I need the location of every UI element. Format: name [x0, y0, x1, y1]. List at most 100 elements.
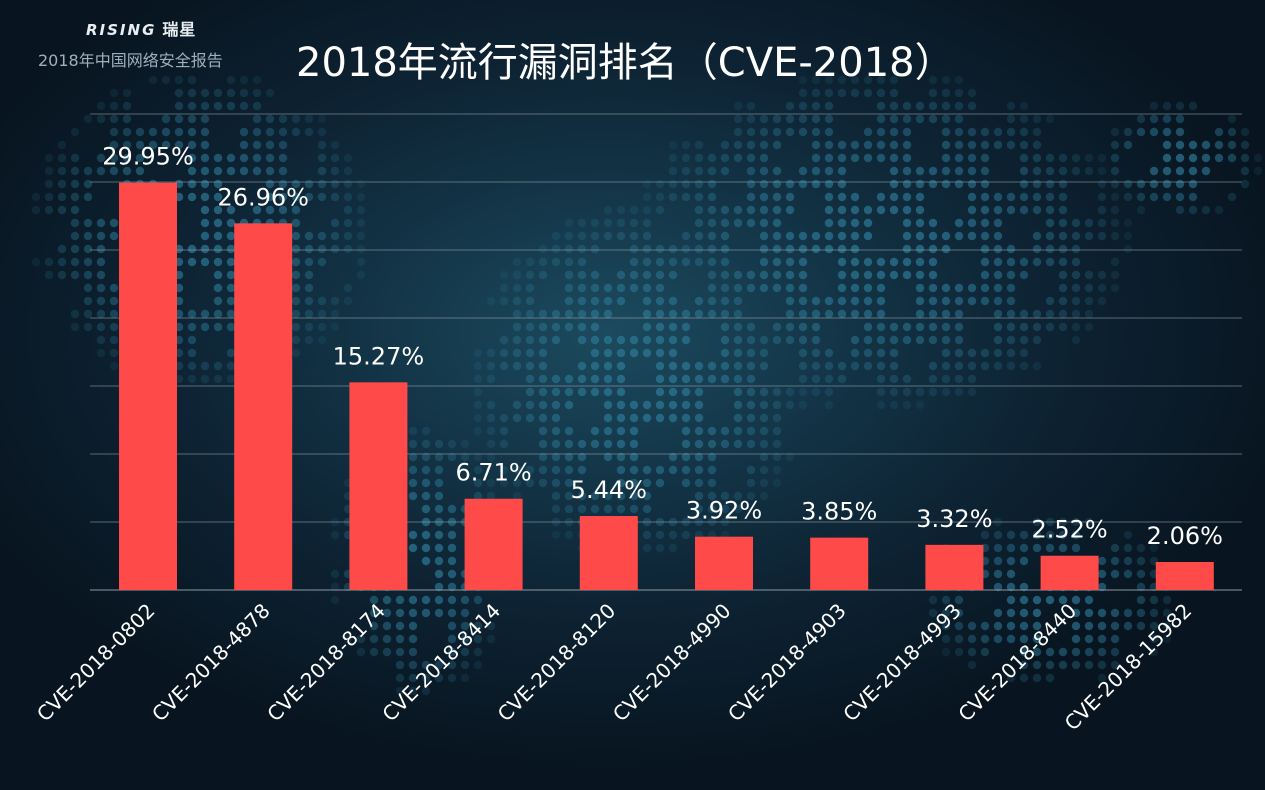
map-dot — [954, 608, 964, 618]
map-dot — [603, 504, 613, 514]
map-dot — [525, 374, 535, 384]
map-dot — [824, 296, 834, 306]
map-dot — [941, 634, 951, 644]
map-dot — [733, 491, 743, 501]
map-dot — [694, 257, 704, 267]
map-dot — [421, 478, 431, 488]
map-dot — [980, 192, 990, 202]
map-dot — [1032, 361, 1042, 371]
map-dot — [889, 361, 899, 371]
map-dot — [837, 192, 847, 202]
map-dot — [1006, 244, 1016, 254]
map-dot — [57, 244, 67, 254]
map-dot — [330, 569, 340, 579]
map-dot — [499, 335, 509, 345]
map-dot — [655, 335, 665, 345]
map-dot — [564, 231, 574, 241]
map-dot — [1045, 647, 1055, 657]
map-dot — [876, 127, 886, 137]
map-dot — [629, 413, 639, 423]
map-dot — [525, 257, 535, 267]
map-dot — [863, 283, 873, 293]
map-dot — [135, 153, 145, 163]
chart-data-labels: 29.95% 26.96% 15.27% 6.71% 5.44% 3.92% 3.85% 3.… — [102, 143, 1223, 550]
bar — [695, 536, 753, 590]
map-dot — [330, 582, 340, 592]
map-dot — [1006, 270, 1016, 280]
map-dot — [772, 283, 782, 293]
map-dot — [759, 270, 769, 280]
map-dot — [1097, 205, 1107, 215]
map-dot — [785, 114, 795, 124]
map-dot — [889, 387, 899, 397]
map-dot — [174, 114, 184, 124]
map-dot — [993, 244, 1003, 254]
map-dot — [44, 153, 54, 163]
map-dot — [1019, 192, 1029, 202]
map-dot — [668, 348, 678, 358]
map-dot — [1045, 166, 1055, 176]
map-dot — [642, 218, 652, 228]
map-dot — [148, 127, 158, 137]
map-dot — [746, 491, 756, 501]
map-dot — [187, 322, 197, 332]
map-dot — [1071, 595, 1081, 605]
map-dot — [226, 322, 236, 332]
map-dot — [928, 387, 938, 397]
map-dot — [382, 634, 392, 644]
map-dot — [551, 504, 561, 514]
map-dot — [603, 218, 613, 228]
map-dot — [551, 335, 561, 345]
map-dot — [1045, 257, 1055, 267]
map-dot — [291, 114, 301, 124]
data-label: 3.92% — [686, 497, 762, 525]
map-dot — [83, 257, 93, 267]
map-dot — [928, 283, 938, 293]
map-dot — [616, 387, 626, 397]
map-dot — [798, 75, 808, 85]
map-dot — [980, 621, 990, 631]
map-dot — [759, 413, 769, 423]
map-dot — [564, 387, 574, 397]
map-dot — [876, 309, 886, 319]
map-dot — [1071, 543, 1081, 553]
map-dot — [122, 153, 132, 163]
map-dot — [96, 257, 106, 267]
map-dot — [1019, 153, 1029, 163]
map-dot — [889, 257, 899, 267]
map-dot — [447, 647, 457, 657]
map-dot — [1019, 660, 1029, 670]
map-dot — [1110, 231, 1120, 241]
map-dot — [616, 218, 626, 228]
map-dot — [486, 426, 496, 436]
map-dot — [252, 127, 262, 137]
map-dot — [590, 322, 600, 332]
map-dot — [473, 634, 483, 644]
map-dot — [798, 231, 808, 241]
map-dot — [213, 192, 223, 202]
map-dot — [1097, 283, 1107, 293]
map-dot — [772, 179, 782, 189]
map-dot — [681, 257, 691, 267]
map-dot — [460, 634, 470, 644]
map-dot — [629, 205, 639, 215]
map-dot — [681, 335, 691, 345]
map-dot — [1110, 192, 1120, 202]
map-dot — [902, 153, 912, 163]
map-dot — [967, 296, 977, 306]
map-dot — [564, 530, 574, 540]
map-dot — [460, 439, 470, 449]
map-dot — [681, 179, 691, 189]
map-dot — [681, 452, 691, 462]
map-dot — [837, 153, 847, 163]
map-dot — [798, 348, 808, 358]
map-dot — [681, 309, 691, 319]
map-dot — [941, 374, 951, 384]
map-dot — [187, 348, 197, 358]
map-dot — [642, 322, 652, 332]
map-dot — [1097, 647, 1107, 657]
map-dot — [1006, 634, 1016, 644]
map-dot — [668, 309, 678, 319]
map-dot — [447, 673, 457, 683]
